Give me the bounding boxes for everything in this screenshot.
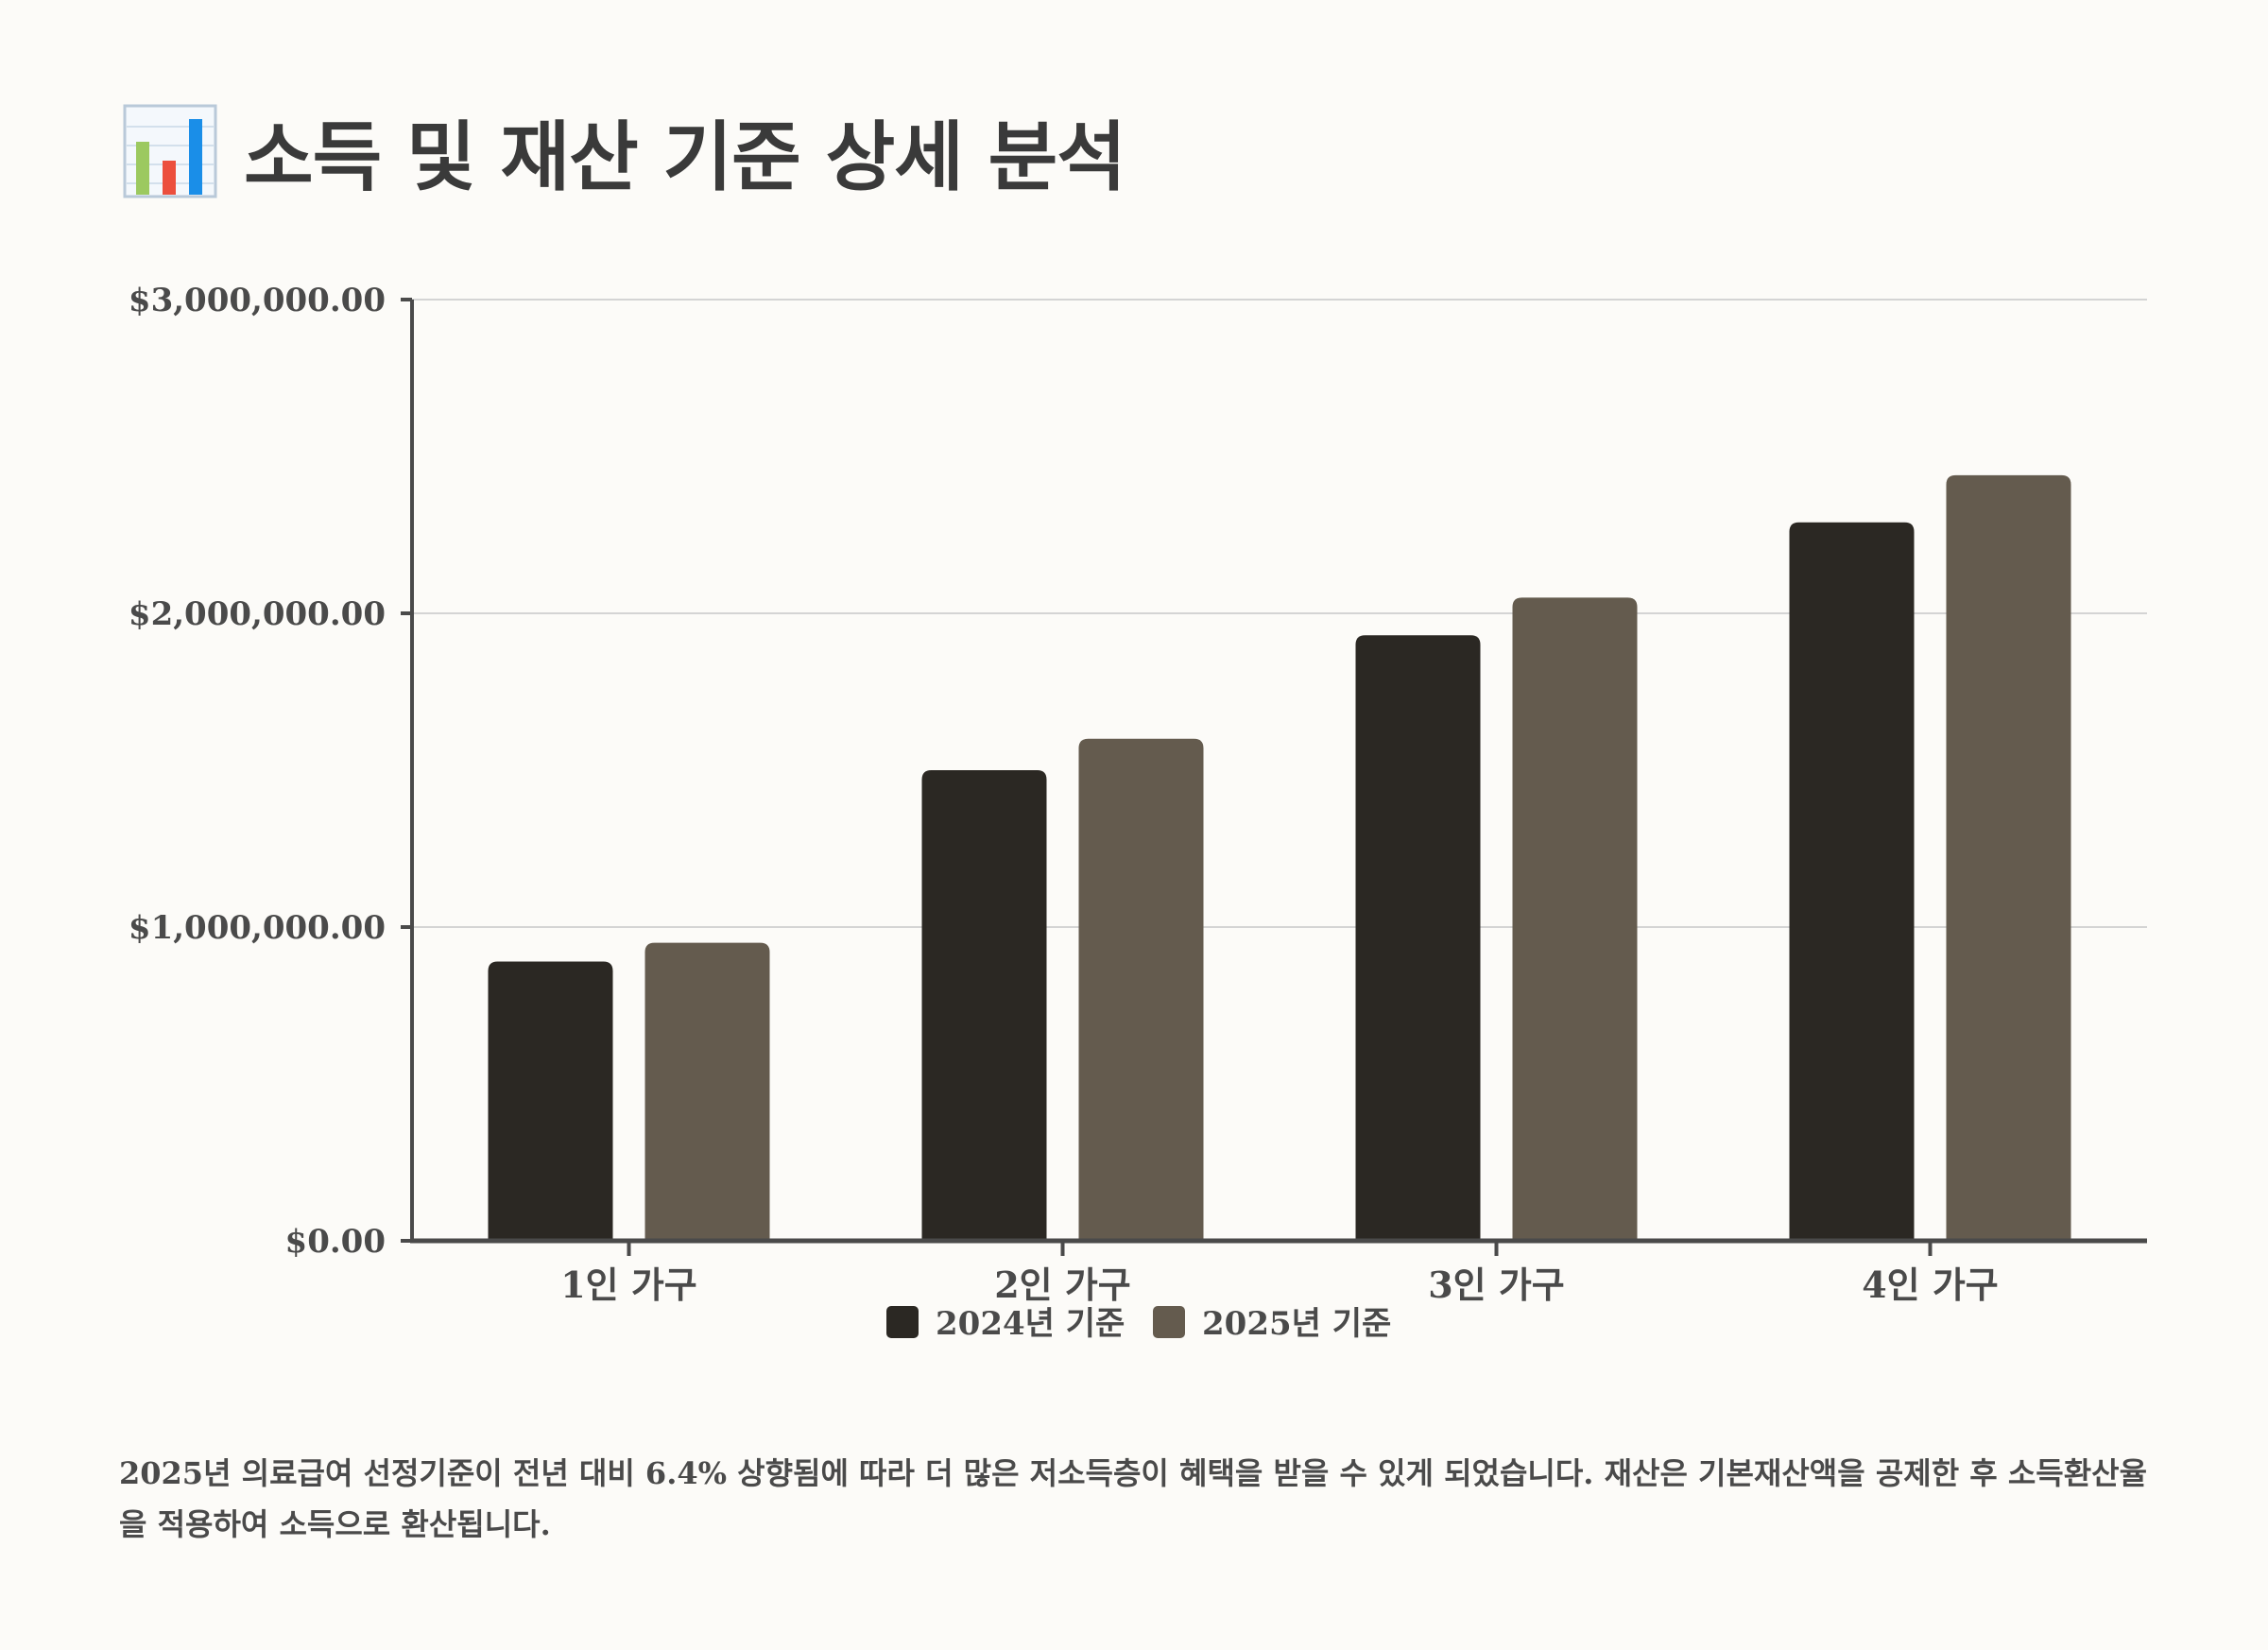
bar-2025-1 (644, 942, 770, 1241)
title-row: 소득 및 재산 기준 상세 분석 (121, 95, 1126, 208)
bar-2025-2 (1078, 738, 1204, 1241)
bar-2025-4 (1946, 474, 2071, 1241)
y-tick-label: $2,000,000.00 (129, 595, 386, 633)
bar-2024-3 (1355, 635, 1481, 1241)
y-tick-label: $3,000,000.00 (129, 282, 386, 319)
y-axis-ticks: $0.00 $1,000,000.00 $2,000,000.00 $3,000,00… (129, 282, 412, 1261)
bars (488, 474, 2071, 1241)
legend-label-2025: 2025년 기준 (1202, 1305, 1391, 1343)
bar-chart-icon (123, 104, 217, 198)
bar-2024-1 (488, 961, 613, 1241)
x-tick-label: 1인 가구 (560, 1263, 697, 1306)
axes (410, 300, 2147, 1244)
x-tick-label: 3인 가구 (1428, 1263, 1565, 1306)
legend-swatch-2025 (1153, 1306, 1185, 1338)
bar-2024-2 (921, 770, 1047, 1241)
y-tick-label: $0.00 (285, 1223, 386, 1261)
legend-swatch-2024 (886, 1306, 919, 1338)
legend: 2024년 기준 2025년 기준 (886, 1305, 1391, 1343)
x-axis-ticks: 1인 가구 2인 가구 3인 가구 4인 가구 (560, 1241, 1999, 1306)
x-tick-label: 4인 가구 (1862, 1263, 1999, 1306)
bar-2025-3 (1512, 597, 1638, 1241)
x-tick-label: 2인 가구 (994, 1263, 1131, 1306)
y-tick-label: $1,000,000.00 (129, 909, 386, 947)
description-text: 2025년 의료급여 선정기준이 전년 대비 6.4% 상향됨에 따라 더 많은… (119, 1455, 2148, 1542)
legend-label-2024: 2024년 기준 (936, 1305, 1125, 1343)
page-title: 소득 및 재산 기준 상세 분석 (244, 113, 1126, 201)
bar-2024-4 (1789, 522, 1915, 1241)
